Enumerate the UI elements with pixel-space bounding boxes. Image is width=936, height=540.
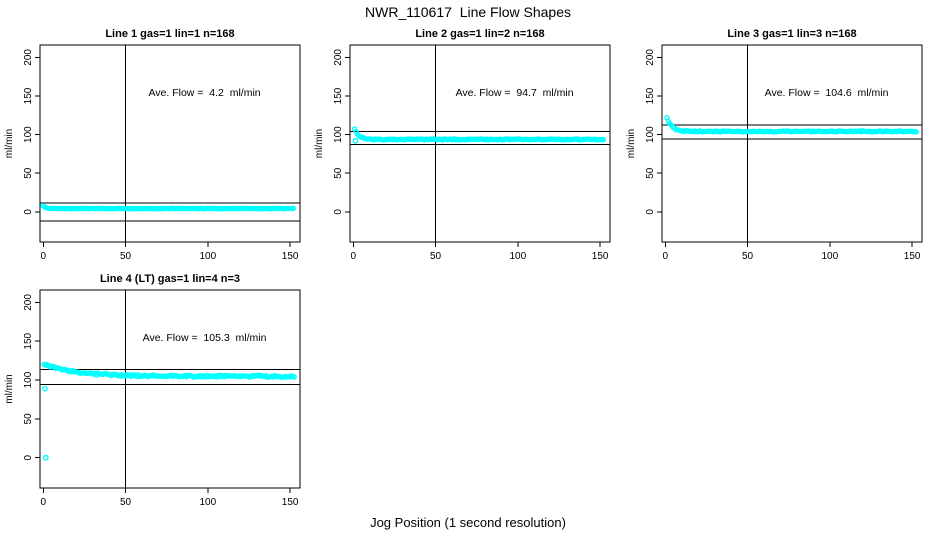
y-tick-label: 200 [23, 49, 34, 66]
x-tick-label: 50 [742, 251, 754, 262]
data-point [291, 374, 297, 380]
ave-flow-annotation: Ave. Flow = 4.2 ml/min [148, 87, 260, 99]
y-tick-label: 0 [333, 209, 344, 215]
x-tick-label: 150 [282, 497, 299, 508]
main-title: NWR_110617 Line Flow Shapes [365, 4, 571, 20]
y-tick-label: 50 [645, 167, 656, 179]
data-points [351, 126, 607, 144]
x-tick-label: 50 [430, 251, 442, 262]
plot-box [661, 44, 923, 243]
panels-group: 0 50 100 150 0 50 100 150 200 ml/min Line 1 gas=1 … [4, 28, 923, 508]
y-tick-label: 50 [23, 167, 34, 179]
panel-line-4: 0 50 100 150 0 50 100 150 200 ml/min Line 4 (LT) g… [4, 273, 301, 508]
data-points [664, 114, 919, 135]
y-tick-label: 100 [23, 371, 34, 388]
y-tick-label: 200 [23, 294, 34, 311]
panel-title: Line 2 gas=1 lin=2 n=168 [415, 28, 544, 40]
y-tick-label: 150 [23, 87, 34, 104]
y-tick-label: 150 [645, 87, 656, 104]
data-points [40, 203, 297, 212]
ave-flow-annotation: Ave. Flow = 105.3 ml/min [143, 332, 267, 344]
y-tick-label: 100 [645, 126, 656, 143]
panel-title: Line 3 gas=1 lin=3 n=168 [727, 28, 856, 40]
x-tick-label: 0 [351, 251, 357, 262]
panel-line-1: 0 50 100 150 0 50 100 150 200 ml/min Line 1 gas=1 … [4, 28, 301, 262]
x-tick-label: 0 [41, 251, 47, 262]
x-tick-label: 100 [200, 251, 217, 262]
x-tick-label: 100 [822, 251, 839, 262]
plot-box [39, 289, 301, 489]
x-tick-label: 100 [200, 497, 217, 508]
data-point [913, 129, 919, 135]
y-axis-title: ml/min [314, 129, 325, 158]
y-tick-label: 200 [645, 49, 656, 66]
y-tick-label: 100 [333, 126, 344, 143]
ave-flow-annotation: Ave. Flow = 104.6 ml/min [765, 87, 889, 99]
y-axis-title: ml/min [4, 374, 15, 403]
x-tick-label: 50 [120, 251, 132, 262]
y-tick-label: 200 [333, 49, 344, 66]
panel-title: Line 1 gas=1 lin=1 n=168 [105, 28, 234, 40]
x-tick-label: 150 [904, 251, 921, 262]
y-tick-label: 100 [23, 126, 34, 143]
y-axis-title: ml/min [626, 129, 637, 158]
panel-title: Line 4 (LT) gas=1 lin=4 n=3 [100, 273, 240, 285]
panel-line-3: 0 50 100 150 0 50 100 150 200 ml/min Line 3 gas=1 … [626, 28, 923, 262]
x-tick-label: 50 [120, 497, 132, 508]
data-point [600, 136, 607, 143]
x-tick-label: 150 [282, 251, 299, 262]
plot-box [39, 44, 301, 243]
y-tick-label: 0 [645, 209, 656, 215]
data-point [290, 205, 297, 212]
plot-box [349, 44, 611, 243]
y-tick-label: 0 [23, 454, 34, 460]
y-tick-label: 0 [23, 209, 34, 215]
y-tick-label: 150 [333, 87, 344, 104]
y-tick-label: 50 [23, 413, 34, 425]
outlier-point [42, 454, 49, 461]
y-axis-title: ml/min [4, 129, 15, 158]
x-tick-label: 100 [510, 251, 527, 262]
x-tick-label: 150 [592, 251, 609, 262]
y-tick-label: 50 [333, 167, 344, 179]
x-tick-label: 0 [41, 497, 47, 508]
panel-line-2: 0 50 100 150 0 50 100 150 200 ml/min Line 2 gas=1 … [314, 28, 611, 262]
outlier-point [42, 385, 48, 392]
ave-flow-annotation: Ave. Flow = 94.7 ml/min [456, 87, 574, 99]
data-points [41, 361, 297, 461]
x-axis-label: Jog Position (1 second resolution) [370, 515, 566, 530]
y-tick-label: 150 [23, 332, 34, 349]
outlier-point [352, 137, 359, 144]
x-tick-label: 0 [663, 251, 669, 262]
